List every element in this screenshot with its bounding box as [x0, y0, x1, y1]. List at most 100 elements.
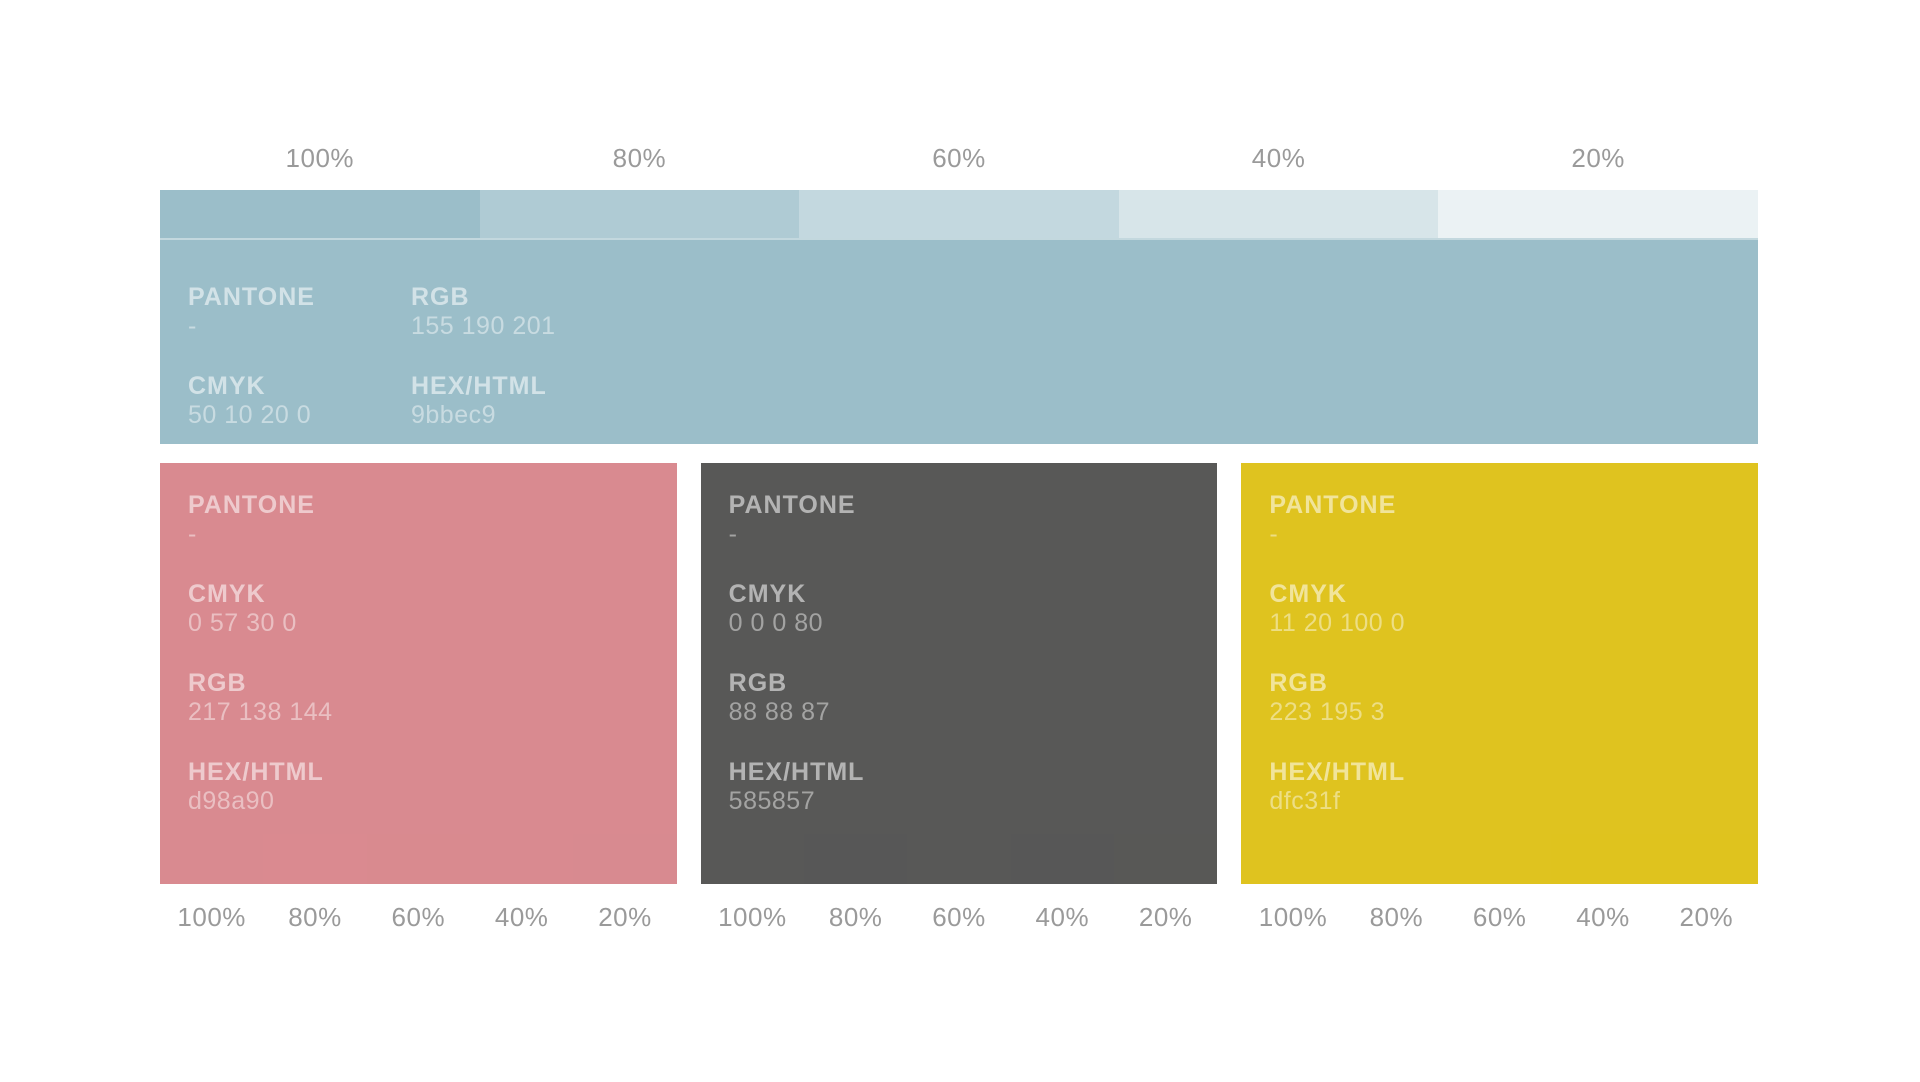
card-tint-strip — [700, 834, 1218, 884]
tint-label: 60% — [391, 902, 446, 932]
tint-segment-40 — [1551, 834, 1655, 884]
tint-segment-60 — [366, 834, 470, 884]
spec-label: CMYK — [728, 580, 807, 608]
spec-label: PANTONE — [728, 491, 856, 519]
spec-value: 0 57 30 0 — [188, 609, 297, 637]
color-card-column: PANTONE - CMYK 0 0 0 80 RGB 88 88 87 HEX… — [700, 463, 1218, 932]
spec-value: 11 20 100 0 — [1269, 609, 1406, 637]
spec-label: RGB — [411, 283, 470, 311]
card-tint-scale: 100% 80% 60% 40% 20% — [701, 902, 1218, 932]
color-spec-field: PANTONE - — [1269, 491, 1758, 549]
color-spec-field: RGB 155 190 201 — [411, 283, 1758, 341]
tint-segment-80 — [804, 834, 908, 884]
tint-label: 60% — [932, 143, 986, 173]
tint-segment-40 — [1010, 834, 1114, 884]
tint-label: 60% — [1472, 902, 1527, 932]
tint-label: 80% — [1369, 902, 1424, 932]
spec-label: HEX/HTML — [411, 372, 547, 400]
spec-value: 88 88 87 — [728, 698, 830, 726]
spec-value: - — [728, 520, 738, 548]
tint-segment-40 — [469, 834, 574, 884]
spec-label: HEX/HTML — [188, 758, 324, 786]
card-tint-strip — [160, 834, 677, 884]
color-spec-field: PANTONE - — [188, 283, 411, 341]
tint-label: 80% — [612, 143, 667, 173]
tint-segment-60 — [799, 190, 1119, 238]
tint-label: 20% — [1571, 143, 1625, 173]
primary-spec-column: PANTONE - CMYK 50 10 20 0 — [188, 283, 411, 461]
tint-label: 100% — [1258, 902, 1328, 932]
spec-label: RGB — [188, 669, 247, 697]
color-spec-field: RGB 217 138 144 — [188, 669, 677, 727]
spec-value: - — [188, 312, 197, 340]
tint-label: 20% — [1679, 902, 1734, 932]
tint-scale-header: 100% 80% 60% 40% 20% — [160, 140, 1758, 176]
tint-label: 20% — [1138, 902, 1193, 932]
spec-label: HEX/HTML — [1269, 758, 1406, 786]
spec-value: 223 195 3 — [1269, 698, 1386, 726]
color-card-pink: PANTONE - CMYK 0 57 30 0 RGB 217 138 144… — [160, 463, 677, 884]
spec-value: 0 0 0 80 — [728, 609, 824, 637]
card-tint-strip — [1241, 834, 1758, 884]
tint-label: 40% — [494, 902, 549, 932]
tint-label: 80% — [828, 902, 883, 932]
tint-label: 40% — [1035, 902, 1090, 932]
spec-label: RGB — [728, 669, 788, 697]
color-spec-field: HEX/HTML 9bbec9 — [411, 372, 1758, 430]
tint-segment-100 — [1241, 834, 1345, 884]
spec-value: 217 138 144 — [188, 698, 333, 726]
color-cards-row: PANTONE - CMYK 0 57 30 0 RGB 217 138 144… — [160, 463, 1759, 932]
tint-segment-60 — [1448, 834, 1552, 884]
spec-label: RGB — [1269, 669, 1328, 697]
tint-segment-100 — [160, 190, 480, 238]
color-card-gray: PANTONE - CMYK 0 0 0 80 RGB 88 88 87 HEX… — [700, 463, 1218, 884]
color-card-yellow: PANTONE - CMYK 11 20 100 0 RGB 223 195 3… — [1241, 463, 1759, 884]
tint-label: 100% — [718, 902, 787, 932]
spec-value: 9bbec9 — [411, 401, 497, 429]
tint-label: 40% — [1576, 902, 1630, 932]
card-tint-scale: 100% 80% 60% 40% 20% — [1241, 902, 1758, 932]
tint-segment-100 — [700, 834, 804, 884]
primary-spec-column: RGB 155 190 201 HEX/HTML 9bbec9 — [411, 283, 1758, 461]
primary-color-block: PANTONE - CMYK 50 10 20 0 RGB 155 190 20… — [160, 238, 1758, 444]
color-spec-field: HEX/HTML dfc31f — [1269, 758, 1758, 816]
tint-segment-20 — [1654, 834, 1758, 884]
tint-label: 100% — [177, 902, 246, 932]
color-spec-field: CMYK 50 10 20 0 — [188, 372, 411, 430]
color-spec-field: PANTONE - — [188, 491, 677, 549]
tint-segment-80 — [1344, 834, 1448, 884]
card-tint-scale: 100% 80% 60% 40% 20% — [160, 902, 677, 932]
tint-segment-20 — [573, 834, 677, 884]
spec-label: HEX/HTML — [728, 758, 865, 786]
primary-tint-strip — [160, 190, 1758, 238]
color-spec-field: CMYK 11 20 100 0 — [1269, 580, 1758, 638]
tint-label: 60% — [932, 902, 986, 932]
spec-value: d98a90 — [188, 787, 275, 815]
spec-label: PANTONE — [1269, 491, 1397, 519]
tint-label: 20% — [598, 902, 652, 932]
color-card-column: PANTONE - CMYK 11 20 100 0 RGB 223 195 3… — [1241, 463, 1759, 932]
color-spec-field: CMYK 0 57 30 0 — [188, 580, 677, 638]
spec-label: PANTONE — [188, 491, 315, 519]
tint-segment-60 — [907, 834, 1011, 884]
spec-value: 50 10 20 0 — [188, 401, 312, 429]
spec-label: CMYK — [1269, 580, 1347, 608]
tint-segment-80 — [263, 834, 367, 884]
spec-label: CMYK — [188, 372, 266, 400]
spec-value: dfc31f — [1269, 787, 1341, 815]
color-spec-field: PANTONE - — [729, 491, 1218, 549]
spec-value: 585857 — [728, 787, 816, 815]
spec-value: - — [1269, 520, 1279, 548]
color-spec-field: RGB 223 195 3 — [1269, 669, 1758, 727]
spec-value: - — [188, 520, 197, 548]
tint-segment-20 — [1438, 190, 1758, 238]
color-spec-field: HEX/HTML d98a90 — [188, 758, 677, 816]
tint-segment-80 — [479, 190, 800, 238]
spec-label: CMYK — [188, 580, 266, 608]
color-spec-field: HEX/HTML 585857 — [729, 758, 1218, 816]
tint-segment-40 — [1118, 190, 1439, 238]
color-card-column: PANTONE - CMYK 0 57 30 0 RGB 217 138 144… — [160, 463, 677, 932]
color-spec-field: RGB 88 88 87 — [729, 669, 1218, 727]
spec-label: PANTONE — [188, 283, 315, 311]
color-spec-field: CMYK 0 0 0 80 — [729, 580, 1218, 638]
